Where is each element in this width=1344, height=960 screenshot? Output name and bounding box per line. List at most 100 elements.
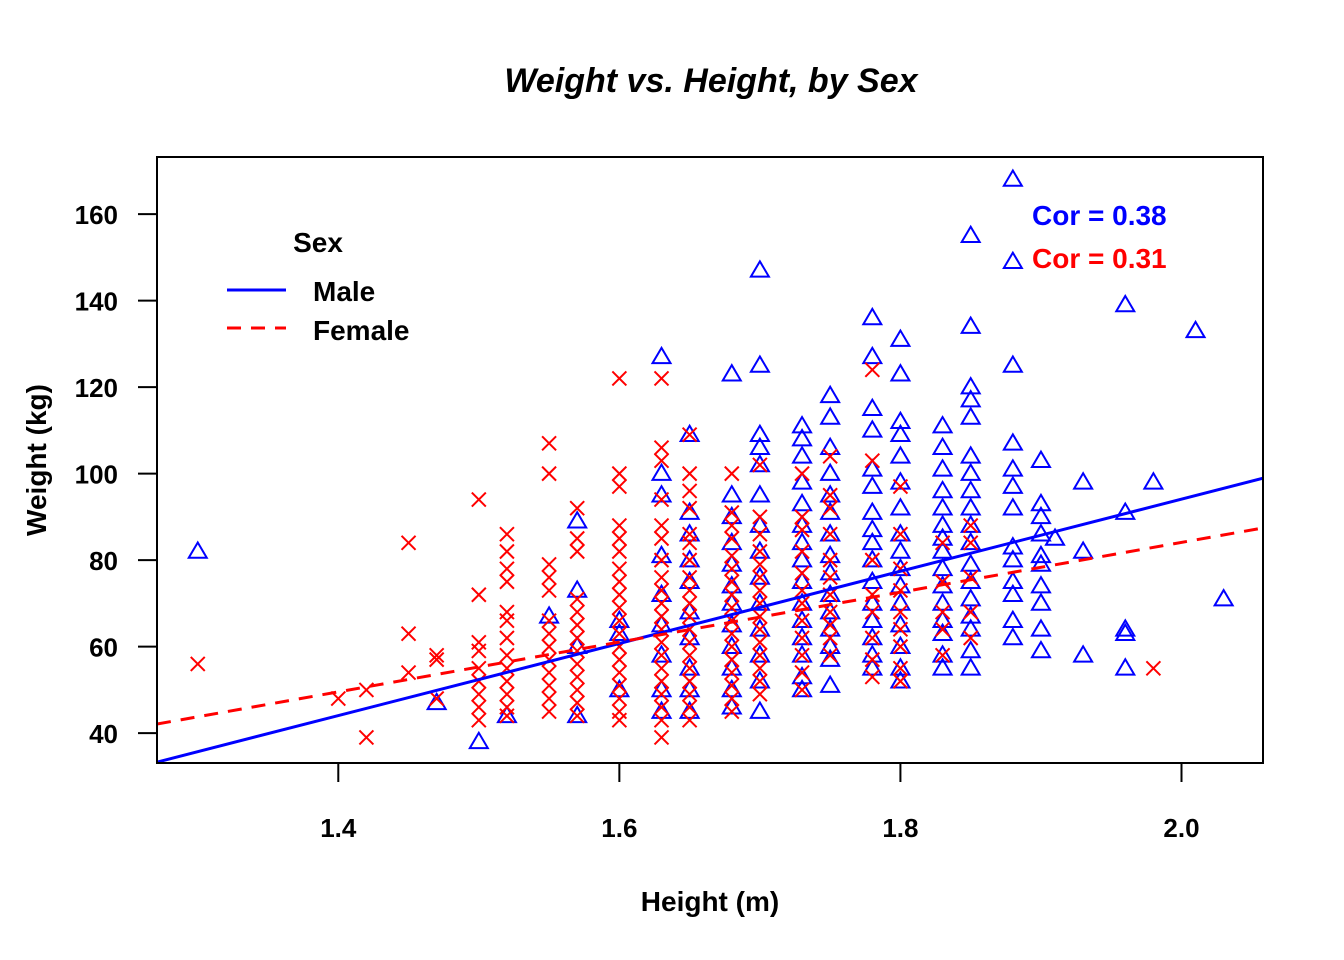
male-point <box>861 531 884 551</box>
male-point <box>959 462 982 481</box>
female-point <box>864 587 881 603</box>
male-point <box>959 389 982 408</box>
female-point <box>822 526 838 542</box>
male-point <box>791 531 813 551</box>
female-point <box>794 682 810 698</box>
male-point <box>889 497 912 516</box>
female-regression-line <box>157 526 1263 726</box>
male-point <box>959 657 982 676</box>
female-point <box>569 604 585 620</box>
female-point <box>724 703 740 720</box>
y-axis-label: Weight (kg) <box>21 384 52 536</box>
female-point <box>471 712 487 728</box>
female-point <box>864 669 881 685</box>
male-point <box>721 575 743 594</box>
male-point <box>608 678 631 698</box>
male-point <box>678 501 701 520</box>
female-point <box>962 535 979 551</box>
female-point <box>499 526 515 542</box>
female-point <box>794 522 810 538</box>
male-point <box>749 670 771 689</box>
male-point <box>650 462 673 481</box>
female-point <box>653 712 670 728</box>
female-point <box>653 569 670 586</box>
male-point <box>425 691 448 711</box>
female-point <box>653 517 670 534</box>
female-point <box>653 647 670 664</box>
male-point <box>1002 583 1024 603</box>
female-point <box>681 647 698 664</box>
male-point <box>861 657 884 676</box>
male-point <box>819 648 841 667</box>
female-point <box>794 647 810 664</box>
male-point <box>1030 544 1052 564</box>
female-point <box>611 465 628 482</box>
female-point <box>864 362 881 378</box>
male-point <box>861 518 884 538</box>
male-point <box>889 423 912 442</box>
male-point <box>819 462 841 481</box>
female-point <box>681 535 698 551</box>
male-point <box>861 609 884 628</box>
male-point <box>749 514 771 533</box>
female-point <box>752 543 768 560</box>
female-point <box>934 621 951 638</box>
female-point <box>541 690 557 707</box>
male-point <box>1002 549 1024 568</box>
male-point <box>959 479 982 499</box>
female-point <box>541 677 557 694</box>
male-point <box>889 635 912 654</box>
female-point <box>499 561 515 577</box>
male-point <box>1072 540 1094 559</box>
male-point <box>721 531 743 551</box>
male-regression-line <box>157 476 1263 763</box>
male-point <box>749 436 771 455</box>
female-point <box>541 435 557 452</box>
male-point <box>819 601 841 620</box>
male-point <box>1030 639 1052 659</box>
female-point <box>681 483 698 499</box>
female-point <box>653 552 670 568</box>
female-point <box>892 621 909 638</box>
female-point <box>611 561 628 577</box>
female-point <box>611 600 628 616</box>
female-point <box>752 660 768 676</box>
female-point <box>471 643 487 659</box>
male-point <box>1002 168 1024 187</box>
male-point <box>749 592 771 611</box>
female-point <box>794 565 810 581</box>
male-point <box>187 540 209 559</box>
female-point <box>653 660 670 676</box>
female-point <box>681 465 698 482</box>
male-point <box>749 540 771 559</box>
female-point <box>569 500 585 516</box>
female-point <box>400 625 417 642</box>
female-point <box>681 673 698 689</box>
female-point <box>892 582 909 599</box>
female-point <box>611 712 628 728</box>
male-point <box>931 609 954 628</box>
male-point <box>819 384 841 404</box>
female-point <box>541 638 557 655</box>
female-point <box>569 682 585 698</box>
male-point <box>1114 657 1137 676</box>
y-tick-label: 60 <box>89 633 118 663</box>
male-point <box>861 458 884 477</box>
female-point <box>752 582 768 599</box>
female-point <box>822 647 838 664</box>
female-point <box>653 439 670 456</box>
male-point <box>566 704 588 724</box>
female-point <box>499 543 515 560</box>
female-point <box>724 690 740 707</box>
male-point <box>959 531 982 551</box>
male-point <box>791 627 813 646</box>
male-point <box>678 700 701 719</box>
female-point <box>752 457 768 473</box>
female-point <box>400 535 417 551</box>
female-point <box>653 699 670 715</box>
male-point <box>721 363 743 382</box>
female-point <box>428 651 445 668</box>
male-point <box>1002 475 1024 494</box>
male-point <box>721 635 743 654</box>
